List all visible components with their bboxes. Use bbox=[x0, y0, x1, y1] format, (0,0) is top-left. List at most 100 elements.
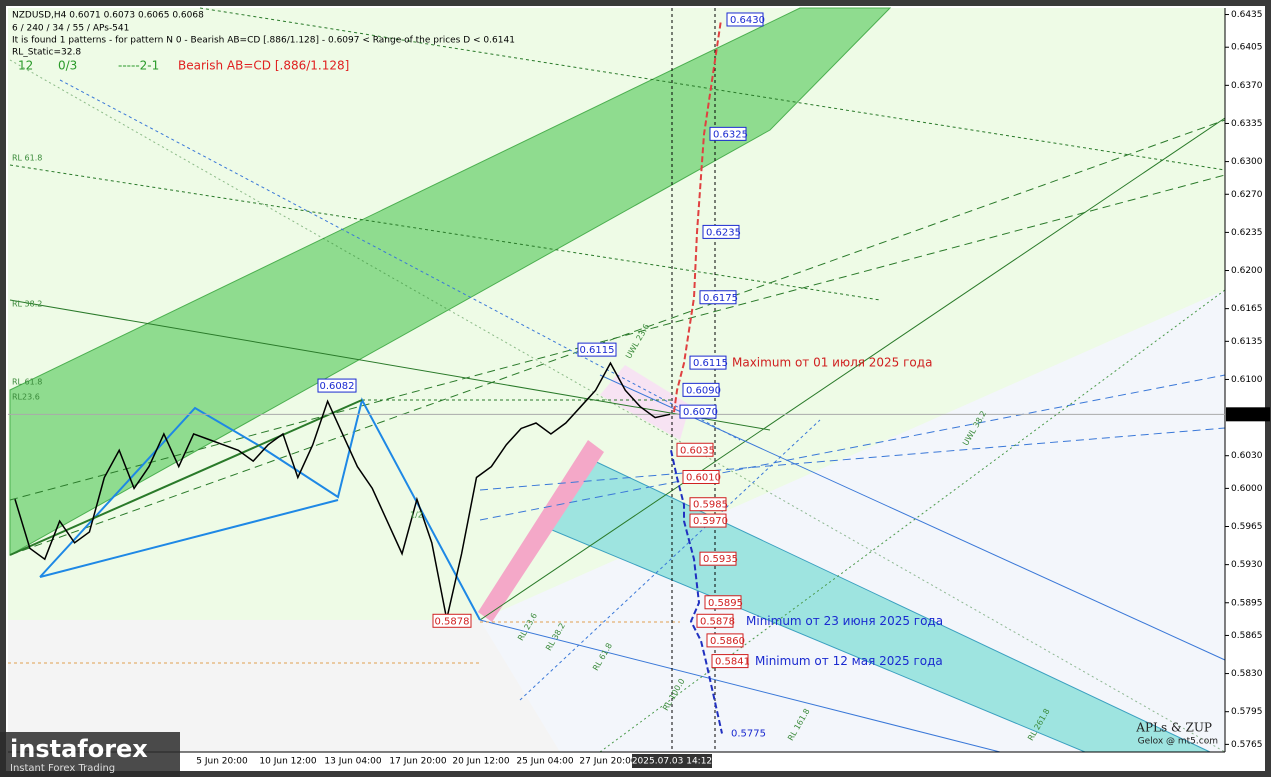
pivot-box bbox=[317, 378, 357, 393]
level-label: 0.6010 bbox=[686, 472, 721, 483]
count: 12 bbox=[18, 59, 33, 73]
green-channel bbox=[9, 7, 892, 556]
level-label: 0.6235 bbox=[706, 227, 741, 238]
level-box bbox=[699, 551, 737, 566]
level-label: 0.5841 bbox=[715, 657, 750, 668]
level-label: 0.5860 bbox=[710, 636, 745, 647]
level-box bbox=[699, 290, 737, 305]
pattern-line: It is found 1 patterns - for pattern N 0… bbox=[12, 36, 515, 46]
annotation: Maximum от 01 июля 2025 года bbox=[732, 356, 932, 370]
y-tick-label: 0.6000 bbox=[1231, 484, 1263, 494]
forecast-path bbox=[670, 450, 723, 734]
trend-line bbox=[9, 174, 1226, 501]
trend-line bbox=[9, 119, 1226, 556]
level-label: 0.5878 bbox=[700, 616, 735, 627]
level-label: 0.6090 bbox=[686, 385, 721, 396]
y-tick-label: 0.5965 bbox=[1231, 522, 1263, 532]
annotation: Minimum от 23 июня 2025 года bbox=[746, 614, 943, 628]
level-label: 0.5935 bbox=[703, 554, 738, 565]
level-label: 0.6175 bbox=[703, 293, 738, 304]
line-label: 1/2 bbox=[410, 511, 423, 520]
trend-line bbox=[199, 7, 1226, 171]
ratio: 0/3 bbox=[58, 59, 77, 73]
light-green-zone bbox=[8, 8, 1225, 620]
zigzag bbox=[39, 397, 481, 621]
x-tick-label: 5 Jun 20:00 bbox=[196, 757, 248, 767]
line-label: RL 61.8 bbox=[12, 154, 42, 163]
brand: instaforex bbox=[10, 735, 148, 763]
zigzag bbox=[9, 399, 363, 556]
plot-background bbox=[8, 7, 1226, 753]
x-tick-label: 27 Jun 20:00 bbox=[579, 757, 636, 767]
line-label: RL23.6 bbox=[12, 393, 40, 402]
current-price-box bbox=[1226, 407, 1270, 422]
y-tick-label: 0.6335 bbox=[1231, 119, 1263, 129]
level-box bbox=[726, 12, 764, 27]
level-label: 0.6430 bbox=[730, 15, 765, 26]
pivot-label: 0.6082 bbox=[320, 381, 355, 392]
level-box bbox=[696, 613, 734, 628]
level-box bbox=[709, 126, 747, 141]
y-tick-label: 0.5795 bbox=[1231, 707, 1263, 717]
level-box bbox=[676, 442, 714, 457]
y-tick-label: 0.6435 bbox=[1231, 10, 1263, 20]
trend-line bbox=[9, 59, 1226, 753]
trend-line bbox=[9, 164, 881, 301]
x-tick-label: 13 Jun 04:00 bbox=[324, 757, 381, 767]
level-box bbox=[711, 654, 749, 669]
y-tick-label: 0.6200 bbox=[1231, 266, 1263, 276]
author: APLs & ZUP bbox=[1135, 721, 1212, 735]
level-box bbox=[679, 404, 717, 419]
trend-line bbox=[479, 374, 1226, 521]
line-label: RL 38.2 bbox=[12, 300, 42, 309]
x-tick-label: 10 Jun 12:00 bbox=[259, 757, 316, 767]
y-tick-label: 0.6135 bbox=[1231, 337, 1263, 347]
y-tick-label: 0.5865 bbox=[1231, 631, 1263, 641]
line-label: RL 61.8 bbox=[12, 378, 42, 387]
level-box bbox=[682, 382, 720, 397]
pivot-box bbox=[432, 613, 472, 628]
logo-box bbox=[0, 732, 180, 777]
level-box bbox=[702, 224, 740, 239]
level-label: 0.6070 bbox=[683, 407, 718, 418]
annotation: Minimum от 12 мая 2025 года bbox=[755, 654, 943, 668]
settings: 6 / 240 / 34 / 55 / APs-541 bbox=[12, 24, 129, 34]
level-label: 0.5775 bbox=[731, 728, 766, 739]
current-price-label: 0.6068 bbox=[1229, 410, 1261, 420]
pivot-box bbox=[577, 342, 617, 357]
site: Gelox @ mt5.com bbox=[1138, 737, 1218, 747]
trend-line bbox=[479, 619, 1001, 753]
level-box bbox=[682, 469, 720, 484]
price-line bbox=[14, 361, 671, 620]
level-label: 0.6325 bbox=[713, 129, 748, 140]
y-tick-label: 0.5830 bbox=[1231, 669, 1263, 679]
header: NZDUSD,H4 0.6071 0.6073 0.6065 0.6068 6 … bbox=[12, 11, 515, 73]
static: RL_Static=32.8 bbox=[12, 48, 81, 58]
level-box bbox=[704, 595, 742, 610]
pattern-zigzag bbox=[9, 397, 481, 621]
y-tick-label: 0.6030 bbox=[1231, 451, 1263, 461]
y-tick-label: 0.6100 bbox=[1231, 375, 1263, 385]
level-label: 0.6035 bbox=[680, 445, 715, 456]
x-label-box bbox=[632, 754, 712, 768]
y-tick-label: 0.6165 bbox=[1231, 304, 1263, 314]
tagline: Instant Forex Trading bbox=[10, 763, 115, 774]
level-label: 0.5895 bbox=[708, 598, 743, 609]
light-blue-zone bbox=[480, 290, 1225, 752]
level-label: 0.6115 bbox=[693, 358, 728, 369]
level-box bbox=[689, 355, 727, 370]
y-tick-label: 0.6370 bbox=[1231, 81, 1263, 91]
level-box bbox=[689, 497, 727, 512]
watermark: instaforex Instant Forex Trading APLs & … bbox=[0, 721, 1218, 777]
pink-band bbox=[478, 440, 604, 622]
trend-line bbox=[59, 79, 741, 441]
trend-line bbox=[479, 427, 1226, 491]
y-tick-label: 0.5930 bbox=[1231, 560, 1263, 570]
forecast-path bbox=[673, 19, 722, 413]
trend-lines bbox=[8, 7, 1226, 753]
pivot-label: 0.5878 bbox=[435, 616, 470, 627]
level-label: 0.5985 bbox=[693, 500, 728, 511]
y-tick-label: 0.6300 bbox=[1231, 157, 1263, 167]
